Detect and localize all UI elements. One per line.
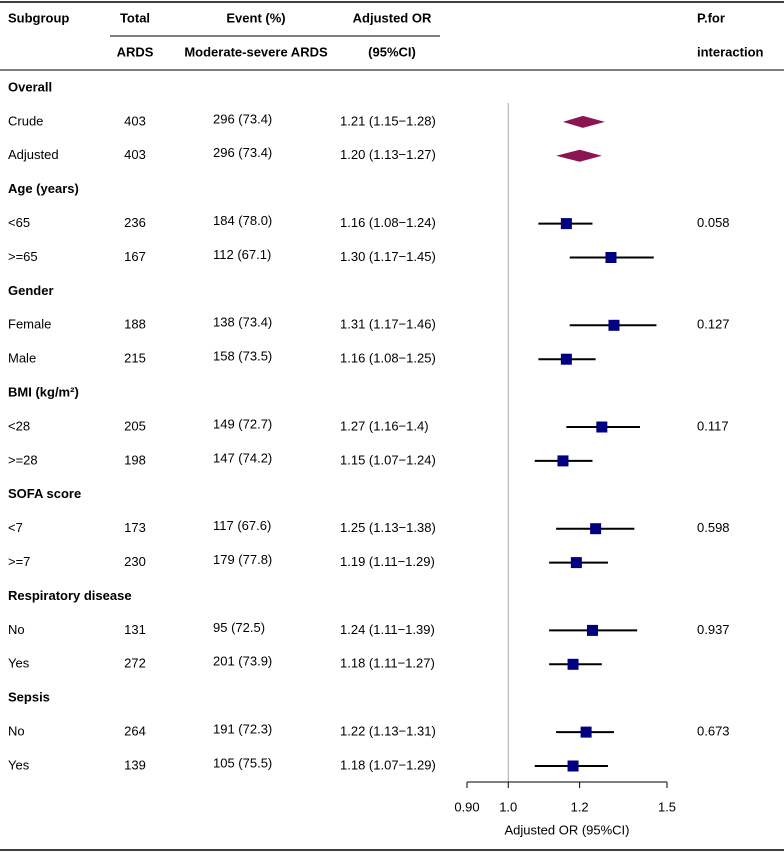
event: 117 (67.6) <box>213 518 271 533</box>
x-tick-label: 0.90 <box>454 799 479 814</box>
event: 112 (67.1) <box>213 247 271 262</box>
header: Adjusted OR <box>353 10 432 25</box>
row-label: <7 <box>8 520 23 535</box>
total: 139 <box>124 757 146 772</box>
point-estimate <box>608 319 620 331</box>
ci-label: 1.30 (1.17−1.45) <box>340 249 436 264</box>
x-axis-title: Adjusted OR (95%CI) <box>505 822 630 837</box>
p-interaction: 0.058 <box>697 215 730 230</box>
point-estimate <box>567 760 579 772</box>
ci-label: 1.22 (1.13−1.31) <box>340 724 436 739</box>
event: 201 (73.9) <box>213 654 272 669</box>
x-tick-label: 1.5 <box>658 799 676 814</box>
header: Event (%) <box>226 10 285 25</box>
diamond <box>562 115 605 128</box>
event: 184 (78.0) <box>213 213 272 228</box>
total: 264 <box>124 724 146 739</box>
row-label: >=65 <box>8 249 38 264</box>
total: 272 <box>124 656 146 671</box>
group-label: Age (years) <box>8 181 79 196</box>
event: 149 (72.7) <box>213 416 272 431</box>
group-label: Sepsis <box>8 690 50 705</box>
total: 215 <box>124 351 146 366</box>
row-label: <65 <box>8 215 30 230</box>
group-label: BMI (kg/m²) <box>8 385 79 400</box>
ci-label: 1.16 (1.08−1.24) <box>340 215 436 230</box>
ci-label: 1.25 (1.13−1.38) <box>340 520 436 535</box>
event: 105 (75.5) <box>213 755 272 770</box>
p-interaction: 0.937 <box>697 622 730 637</box>
total: 131 <box>124 622 146 637</box>
header: Total <box>120 10 150 25</box>
row-label: >=28 <box>8 452 38 467</box>
group-label: Gender <box>8 283 54 298</box>
point-estimate <box>580 726 592 738</box>
ci-label: 1.31 (1.17−1.46) <box>340 317 436 332</box>
point-estimate <box>596 421 608 433</box>
row-label: No <box>8 724 25 739</box>
row-label: Yes <box>8 757 30 772</box>
event: 296 (73.4) <box>213 111 272 126</box>
p-interaction: 0.598 <box>697 520 730 535</box>
row-label: <28 <box>8 418 30 433</box>
ci-label: 1.18 (1.07−1.29) <box>340 757 436 772</box>
ci-label: 1.18 (1.11−1.27) <box>340 656 435 671</box>
header: Moderate-severe ARDS <box>184 44 328 59</box>
point-estimate <box>605 252 617 263</box>
ci-label: 1.27 (1.16−1.4) <box>340 418 429 433</box>
event: 95 (72.5) <box>213 620 265 635</box>
total: 230 <box>124 554 146 569</box>
ci-label: 1.21 (1.15−1.28) <box>340 113 436 128</box>
event: 296 (73.4) <box>213 145 272 160</box>
header: Subgroup <box>8 10 69 25</box>
total: 205 <box>124 418 146 433</box>
total: 167 <box>124 249 146 264</box>
ci-label: 1.24 (1.11−1.39) <box>340 622 435 637</box>
total: 173 <box>124 520 146 535</box>
total: 403 <box>124 147 146 162</box>
ci-label: 1.20 (1.13−1.27) <box>340 147 436 162</box>
point-estimate <box>560 218 572 230</box>
p-interaction: 0.673 <box>697 724 730 739</box>
diamond <box>556 149 602 162</box>
point-estimate <box>586 624 598 636</box>
ci-label: 1.16 (1.08−1.25) <box>340 351 436 366</box>
total: 403 <box>124 113 146 128</box>
event: 138 (73.4) <box>213 315 272 330</box>
x-tick-label: 1.2 <box>571 799 589 814</box>
header: interaction <box>697 44 764 59</box>
event: 147 (74.2) <box>213 450 272 465</box>
event: 191 (72.3) <box>213 722 272 737</box>
event: 179 (77.8) <box>213 552 272 567</box>
point-estimate <box>557 455 569 467</box>
p-interaction: 0.117 <box>697 418 729 433</box>
point-estimate <box>570 557 582 569</box>
row-label: Yes <box>8 656 30 671</box>
header: P.for <box>697 10 725 25</box>
header: ARDS <box>117 44 154 59</box>
point-estimate <box>590 523 602 535</box>
header: (95%CI) <box>368 44 416 59</box>
x-tick-label: 1.0 <box>499 799 517 814</box>
total: 188 <box>124 317 146 332</box>
group-label: Overall <box>8 79 52 94</box>
p-interaction: 0.127 <box>697 317 730 332</box>
group-label: SOFA score <box>8 486 81 501</box>
point-estimate <box>560 353 572 365</box>
total: 198 <box>124 452 146 467</box>
ci-label: 1.15 (1.07−1.24) <box>340 452 436 467</box>
total: 236 <box>124 215 146 230</box>
group-label: Respiratory disease <box>8 588 132 603</box>
event: 158 (73.5) <box>213 349 272 364</box>
point-estimate <box>567 658 579 670</box>
ci-label: 1.19 (1.11−1.29) <box>340 554 435 569</box>
row-label: No <box>8 622 25 637</box>
row-label: Crude <box>8 113 43 128</box>
row-label: Female <box>8 317 51 332</box>
row-label: >=7 <box>8 554 30 569</box>
row-label: Adjusted <box>8 147 59 162</box>
row-label: Male <box>8 351 36 366</box>
